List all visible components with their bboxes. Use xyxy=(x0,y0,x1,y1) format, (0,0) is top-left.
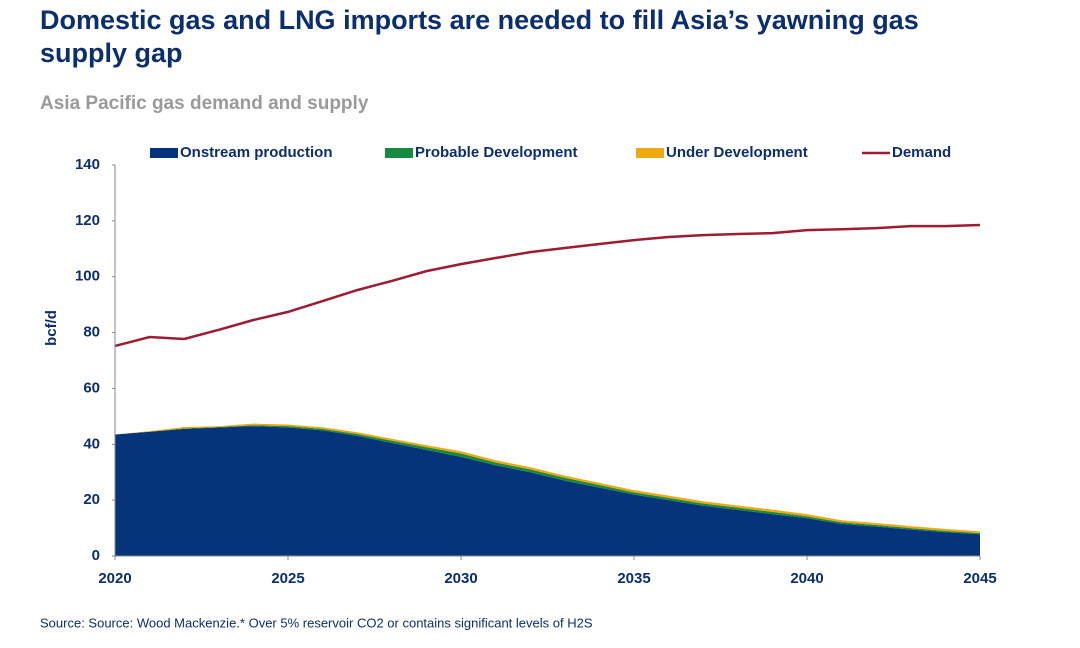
y-tick-label: 80 xyxy=(83,324,100,341)
x-tick-label: 2035 xyxy=(617,570,650,587)
y-tick-label: 60 xyxy=(83,379,100,396)
legend-label: Probable Development xyxy=(415,144,578,161)
legend-swatch xyxy=(636,148,664,158)
x-tick-label: 2025 xyxy=(271,570,304,587)
chart-subtitle: Asia Pacific gas demand and supply xyxy=(40,93,369,114)
y-tick-label: 20 xyxy=(83,491,100,508)
x-tick-label: 2045 xyxy=(963,570,996,587)
y-tick-label: 140 xyxy=(75,156,100,173)
legend-label: Onstream production xyxy=(180,144,333,161)
legend-swatch xyxy=(150,148,178,158)
area xyxy=(115,426,980,556)
y-tick-label: 0 xyxy=(92,547,100,564)
chart-title: Domestic gas and LNG imports are needed … xyxy=(40,5,919,68)
legend-label: Demand xyxy=(892,144,951,161)
line xyxy=(114,223,981,348)
x-tick-label: 2040 xyxy=(790,570,823,587)
legend-label: Under Development xyxy=(666,144,808,161)
x-tick-label: 2020 xyxy=(98,570,131,587)
x-tick-label: 2030 xyxy=(444,570,477,587)
y-tick-label: 40 xyxy=(83,435,100,452)
y-tick-label: 120 xyxy=(75,212,100,229)
legend-swatch xyxy=(385,148,413,158)
source-note: Source: Source: Wood Mackenzie.* Over 5%… xyxy=(40,615,593,630)
y-axis-label: bcf/d xyxy=(43,310,60,346)
y-tick-label: 100 xyxy=(75,268,100,285)
